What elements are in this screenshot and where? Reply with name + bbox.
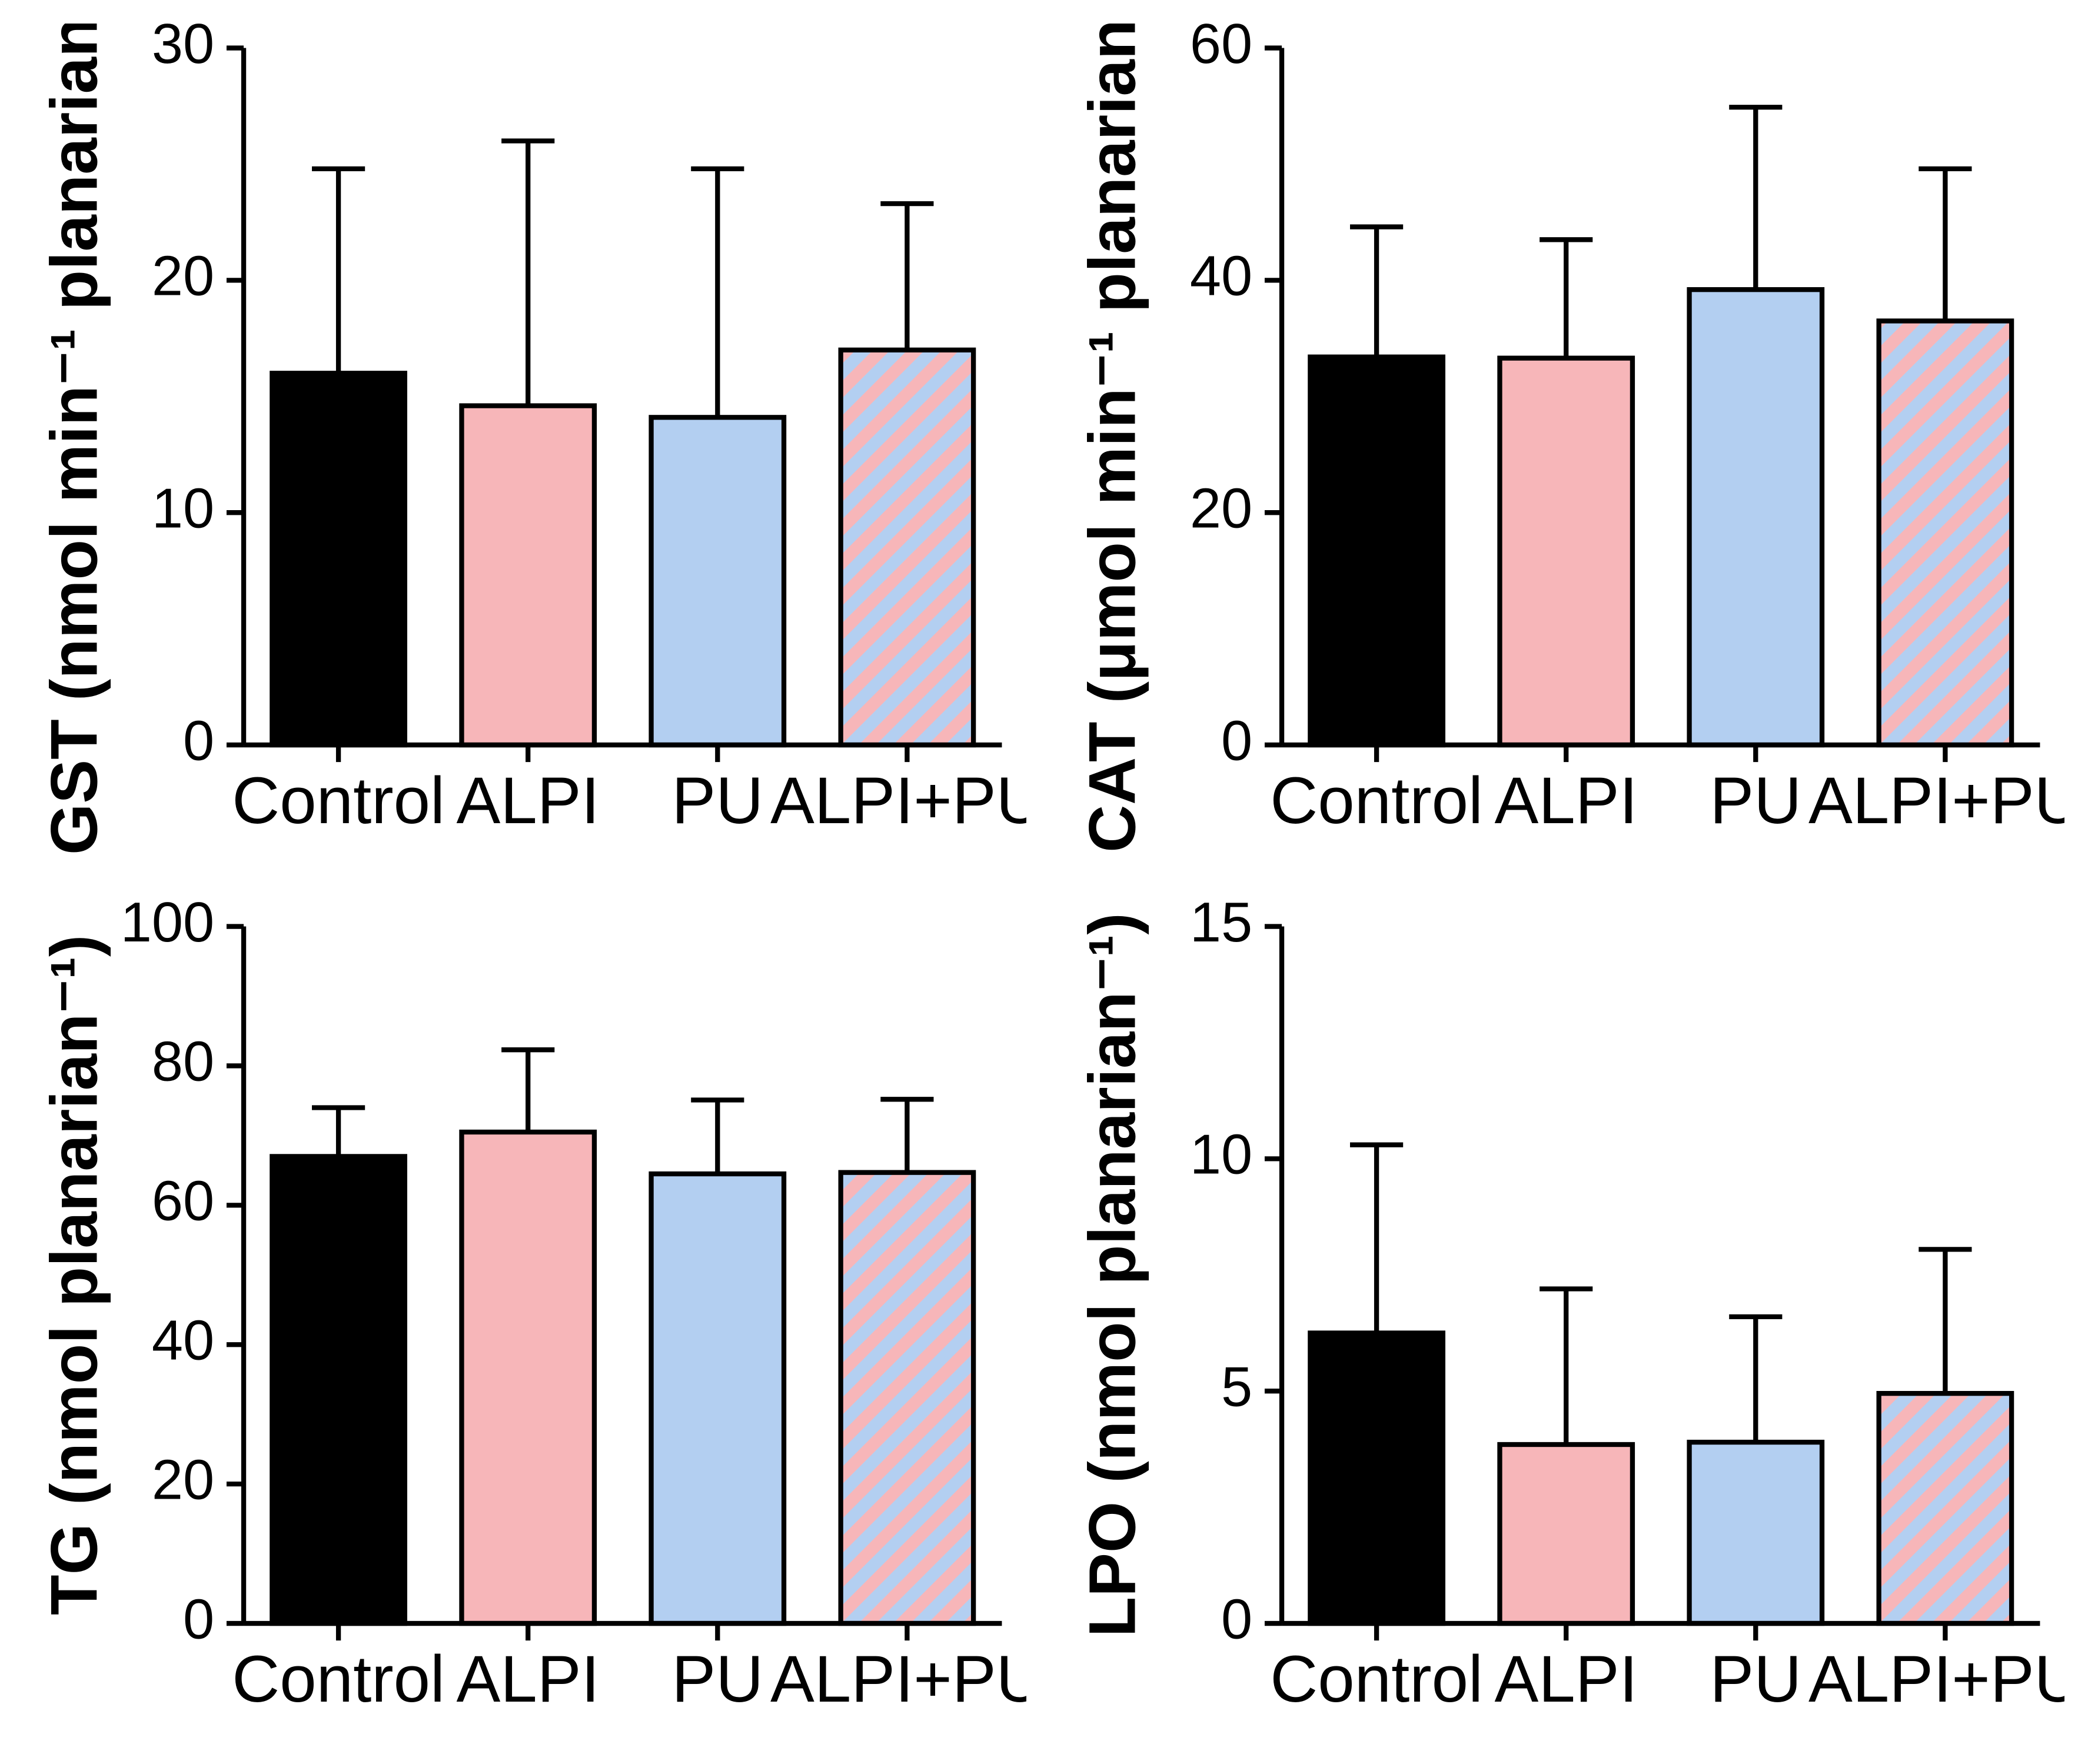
y-tick-label: 5 [1221, 1356, 1252, 1419]
y-tick-label: 0 [1221, 709, 1252, 772]
bar-cat-alpi [1499, 358, 1632, 745]
bar-lpo-pu [1690, 1442, 1822, 1623]
panel-lpo: 0 5 10 15 ControlALPI PUALPI+PU LPO (nmol plan… [1062, 902, 2064, 1733]
bar-tg-alpi [461, 1132, 594, 1623]
y-tick-label: 80 [152, 1030, 214, 1093]
y-axis-title-lpo: LPO (nmol planarian⁻¹) [1075, 913, 1149, 1637]
bar-tg-pu [651, 1174, 784, 1623]
y-tick-label: 30 [152, 24, 214, 75]
bar-gst-alpi-pu [841, 350, 973, 745]
bar-gst-alpi [461, 406, 594, 745]
x-tick-label: Control [232, 763, 445, 837]
x-tick-label: Control [1270, 1642, 1483, 1716]
bar-tg-alpi-pu [841, 1173, 973, 1623]
y-tick-label: 10 [152, 477, 214, 540]
x-tick-label: PU [671, 763, 763, 837]
y-tick-label: 60 [1190, 24, 1252, 75]
bar-gst-control [272, 373, 404, 745]
bar-cat-control [1310, 357, 1442, 745]
y-tick-label: 100 [121, 902, 214, 954]
y-axis-title-gst: GST (nmol min⁻¹ planarian⁻¹) [37, 24, 111, 855]
y-tick-label: 20 [152, 245, 214, 308]
x-tick-label: Control [1270, 763, 1483, 837]
x-tick-label: PU [1710, 1642, 1801, 1716]
x-tick-label: ALPI [1495, 763, 1638, 837]
y-tick-label: 20 [152, 1448, 214, 1511]
bar-lpo-alpi [1499, 1445, 1632, 1623]
y-tick-label: 40 [152, 1309, 214, 1372]
x-tick-label: ALPI+PU [1808, 1642, 2064, 1716]
chart-grid: 0102030ControlALPIPUALPI+PUGST (nmol min… [0, 0, 2088, 1757]
panel-tg: 0 20 40 60 80 100 ControlALPI PUALPI+PU TG (nmol… [24, 902, 1026, 1733]
x-tick-label: ALPI+PU [1808, 763, 2064, 837]
y-axis-title-cat: CAT (μmol min⁻¹ planarian⁻¹) [1075, 24, 1149, 853]
bar-tg-control [272, 1157, 404, 1624]
x-tick-label: ALPI+PU [770, 1642, 1026, 1716]
y-tick-label: 20 [1190, 477, 1252, 540]
bar-cat-pu [1690, 289, 1822, 745]
x-tick-label: PU [1710, 763, 1801, 837]
x-tick-label: ALPI+PU [770, 763, 1026, 837]
bar-cat-alpi-pu [1879, 321, 2011, 745]
panel-cat: 0 20 40 60 ControlALPI PUALPI+PU CAT (μmol min… [1062, 24, 2064, 855]
x-tick-label: Control [232, 1642, 445, 1716]
bar-lpo-control [1310, 1333, 1442, 1624]
y-axis-title-tg: TG (nmol planarian⁻¹) [37, 935, 111, 1615]
x-tick-label: ALPI [457, 1642, 600, 1716]
y-tick-label: 60 [152, 1170, 214, 1233]
y-tick-label: 0 [183, 709, 214, 772]
panel-gst: 0 10 20 30 ControlALPI PUALPI+PU GST (nmol min… [24, 24, 1026, 855]
y-tick-label: 15 [1190, 902, 1252, 954]
y-tick-label: 10 [1190, 1123, 1252, 1186]
y-tick-label: 0 [183, 1587, 214, 1650]
y-tick-label: 0 [1221, 1587, 1252, 1650]
y-tick-label: 40 [1190, 245, 1252, 308]
bar-lpo-alpi-pu [1879, 1393, 2011, 1623]
bar-gst-pu [651, 417, 784, 745]
x-tick-label: ALPI [457, 763, 600, 837]
x-tick-label: PU [671, 1642, 763, 1716]
x-tick-label: ALPI [1495, 1642, 1638, 1716]
